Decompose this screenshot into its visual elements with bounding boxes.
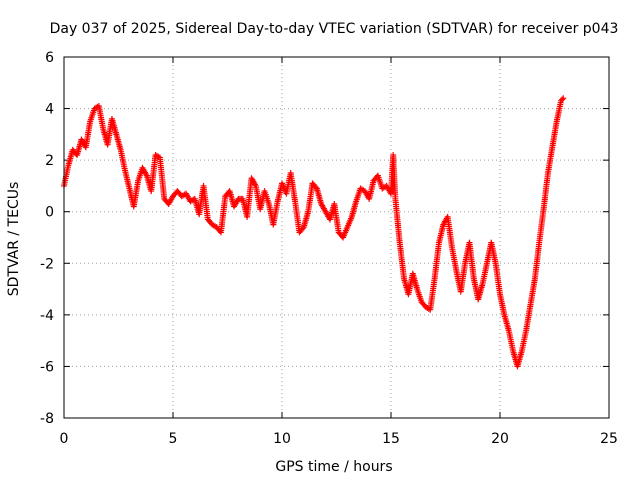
data-point-marker bbox=[161, 193, 168, 200]
data-point-marker bbox=[134, 179, 141, 186]
data-point-marker bbox=[99, 124, 106, 131]
data-point-marker bbox=[224, 190, 231, 197]
data-point-marker bbox=[527, 303, 534, 310]
data-point-marker bbox=[453, 266, 460, 273]
y-tick-label: -2 bbox=[40, 256, 54, 272]
data-point-marker bbox=[298, 226, 305, 233]
data-point-marker bbox=[335, 227, 342, 234]
data-point-marker bbox=[304, 210, 311, 217]
data-point-marker bbox=[176, 190, 183, 197]
data-point-marker bbox=[372, 175, 379, 182]
x-tick-label: 15 bbox=[382, 431, 400, 447]
data-point-marker bbox=[483, 262, 490, 269]
grid-lines bbox=[64, 57, 609, 418]
data-point-marker bbox=[312, 184, 319, 191]
y-axis-title: SDTVAR / TECUs bbox=[6, 182, 22, 297]
data-point-marker bbox=[321, 207, 328, 214]
chart-title: Day 037 of 2025, Sidereal Day-to-day VTE… bbox=[50, 21, 619, 37]
plot-frame bbox=[63, 56, 610, 419]
data-point-marker bbox=[317, 199, 324, 206]
data-point-marker bbox=[505, 325, 512, 332]
y-axis-ticks: -8 -6 -4 -2 0 2 4 6 bbox=[40, 50, 609, 427]
y-tick-label: -6 bbox=[40, 359, 54, 375]
data-point-marker bbox=[311, 182, 318, 189]
data-point-marker bbox=[117, 145, 124, 152]
data-point-marker bbox=[549, 146, 556, 153]
data-point-marker bbox=[553, 120, 560, 127]
data-point-marker bbox=[557, 99, 564, 106]
data-point-marker bbox=[343, 225, 350, 232]
data-point-marker bbox=[348, 215, 355, 222]
y-tick-label: 0 bbox=[45, 205, 54, 221]
data-series-p043 bbox=[61, 95, 567, 370]
data-point-marker bbox=[265, 199, 272, 206]
data-point-marker bbox=[337, 231, 344, 238]
x-tick-label: 0 bbox=[60, 431, 69, 447]
y-tick-label: 4 bbox=[45, 102, 54, 118]
data-point-marker bbox=[559, 96, 566, 103]
data-point-marker bbox=[71, 149, 78, 156]
x-axis-title: GPS time / hours bbox=[275, 459, 392, 475]
data-point-marker bbox=[420, 301, 427, 308]
data-point-marker bbox=[522, 329, 529, 336]
data-point-marker bbox=[204, 214, 211, 221]
y-tick-label: -4 bbox=[40, 308, 54, 324]
x-tick-label: 25 bbox=[600, 431, 618, 447]
data-point-marker bbox=[121, 165, 128, 172]
data-point-marker bbox=[500, 309, 507, 316]
x-tick-label: 10 bbox=[273, 431, 291, 447]
data-point-marker bbox=[251, 181, 258, 188]
data-point-marker bbox=[461, 262, 468, 269]
y-tick-label: 2 bbox=[45, 153, 54, 169]
data-point-marker bbox=[274, 200, 281, 207]
data-point-marker bbox=[299, 225, 306, 232]
data-point-marker bbox=[496, 289, 503, 296]
data-point-marker bbox=[207, 219, 214, 226]
data-point-marker bbox=[222, 195, 229, 202]
data-point-marker bbox=[86, 120, 93, 127]
data-point-marker bbox=[352, 200, 359, 207]
data-point-marker bbox=[142, 171, 149, 178]
data-point-marker bbox=[492, 258, 499, 265]
data-point-marker bbox=[435, 241, 442, 248]
data-point-marker bbox=[518, 349, 525, 356]
data-point-marker bbox=[448, 242, 455, 249]
data-point-marker bbox=[509, 346, 516, 353]
data-point bbox=[560, 95, 567, 102]
x-axis-ticks: 0 5 10 15 20 25 bbox=[60, 57, 618, 447]
data-point-marker bbox=[112, 129, 119, 136]
data-point-marker bbox=[400, 273, 407, 280]
y-tick-label: 6 bbox=[45, 50, 54, 66]
data-point-marker bbox=[470, 273, 477, 280]
data-point-marker bbox=[64, 164, 71, 171]
data-point-marker bbox=[370, 179, 377, 186]
data-point-marker bbox=[413, 284, 420, 291]
data-point-marker bbox=[439, 223, 446, 230]
data-point-marker bbox=[125, 183, 132, 190]
data-point-marker bbox=[417, 297, 424, 304]
x-tick-label: 20 bbox=[491, 431, 509, 447]
data-point-marker bbox=[479, 282, 486, 289]
x-tick-label: 5 bbox=[169, 431, 178, 447]
y-tick-label: -8 bbox=[40, 411, 54, 427]
